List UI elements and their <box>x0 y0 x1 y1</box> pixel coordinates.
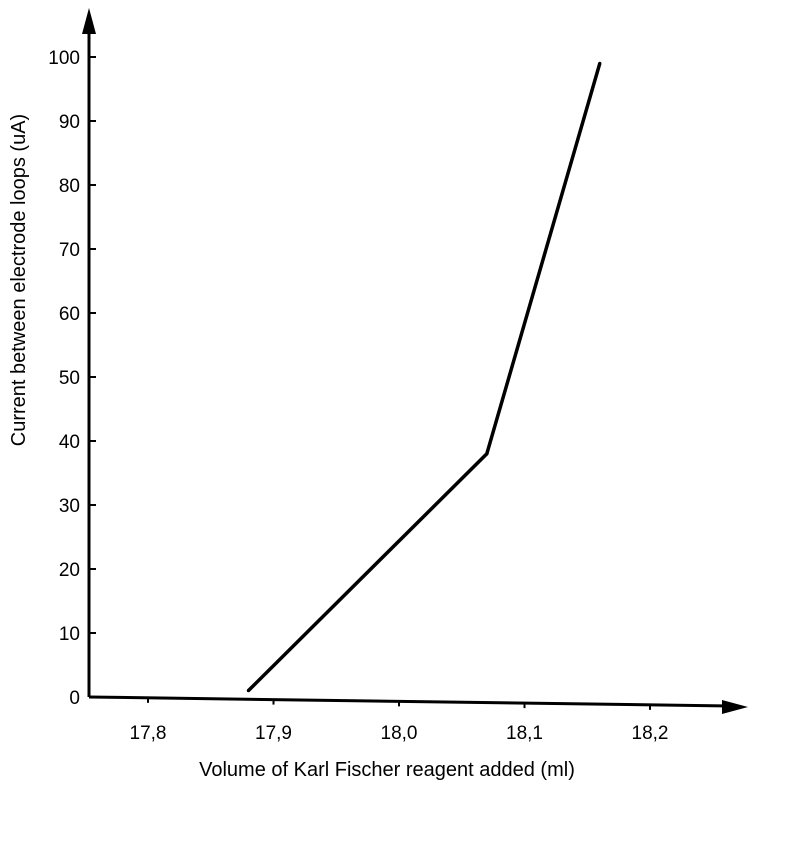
y-tick-label: 50 <box>59 368 80 389</box>
x-tick-label: 18,1 <box>506 723 543 744</box>
x-tick-label: 18,2 <box>632 723 669 744</box>
series-line <box>247 62 602 692</box>
y-tick-label: 60 <box>59 304 80 325</box>
y-axis-ticks: 0 10 20 30 40 50 60 70 80 90 100 <box>48 48 96 709</box>
axes <box>82 8 748 714</box>
y-tick-label: 70 <box>59 240 80 261</box>
y-tick-label: 90 <box>59 112 80 133</box>
series-layer <box>246 61 602 693</box>
x-tick-label: 17,9 <box>255 723 292 744</box>
y-axis-title: Current between electrode loops (uA) <box>8 114 30 446</box>
y-tick-label: 100 <box>48 48 80 69</box>
y-tick-label: 30 <box>59 496 80 517</box>
x-axis-ticks: 17,8 17,9 18,0 18,1 18,2 <box>130 697 669 744</box>
y-tick-label: 0 <box>69 688 80 709</box>
y-tick-label: 20 <box>59 560 80 581</box>
data-point <box>598 61 602 65</box>
x-tick-label: 17,8 <box>130 723 167 744</box>
y-axis-arrow <box>82 8 96 34</box>
x-axis-line <box>88 695 731 708</box>
y-tick-label: 10 <box>59 624 80 645</box>
y-tick-label: 40 <box>59 432 80 453</box>
data-point <box>246 689 250 693</box>
data-point <box>485 452 489 456</box>
x-axis-title: Volume of Karl Fischer reagent added (ml… <box>199 759 575 781</box>
x-axis-arrow <box>722 700 748 714</box>
y-tick-label: 80 <box>59 176 80 197</box>
x-tick-label: 18,0 <box>381 723 418 744</box>
